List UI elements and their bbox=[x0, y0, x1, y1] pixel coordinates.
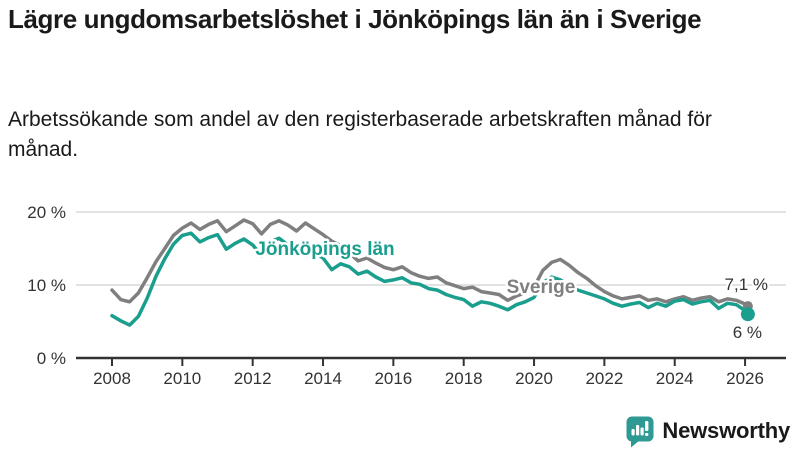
line-sverige bbox=[110, 218, 750, 308]
x-tick-label: 2024 bbox=[656, 369, 694, 388]
x-tick-label: 2016 bbox=[374, 369, 412, 388]
x-tick-label: 2026 bbox=[726, 369, 764, 388]
end-value-label-jonkopings-lan: 6 % bbox=[733, 323, 762, 342]
axes: 0 % 10 % 20 % 2008 2010 2012 2014 2016 2018 2020 2… bbox=[27, 203, 786, 388]
x-tick-label: 2012 bbox=[234, 369, 272, 388]
y-tick-label: 10 % bbox=[27, 276, 66, 295]
x-tick-label: 2014 bbox=[304, 369, 342, 388]
series-label-sverige: Sverige bbox=[507, 277, 576, 298]
chart-subtitle: Arbetssökande som andel av den registerb… bbox=[8, 108, 712, 161]
y-tick-label: 20 % bbox=[27, 203, 66, 222]
data-series bbox=[110, 218, 750, 327]
x-tick-label: 2010 bbox=[163, 369, 201, 388]
bar-chart-speech-bubble-icon bbox=[626, 416, 654, 447]
x-tick-label: 2018 bbox=[445, 369, 483, 388]
x-tick-label: 2022 bbox=[585, 369, 623, 388]
gridlines bbox=[76, 211, 786, 286]
newsworthy-logo: Newsworthy bbox=[625, 414, 790, 448]
series-end-dots bbox=[740, 301, 755, 322]
end-value-label-sverige: 7,1 % bbox=[725, 275, 768, 294]
line-jonkopings-lan bbox=[110, 231, 750, 327]
series-label-jonkopings-lan: Jönköpings län bbox=[255, 239, 394, 260]
end-dot-jonkopings-lan bbox=[740, 307, 755, 322]
y-tick-label: 0 % bbox=[37, 349, 66, 368]
x-tick-label: 2008 bbox=[93, 369, 131, 388]
x-tick-label: 2020 bbox=[515, 369, 553, 388]
page-title: Lägre ungdomsarbetslöshet i Jönköpings l… bbox=[8, 4, 702, 34]
newsworthy-logo-text: Newsworthy bbox=[662, 418, 790, 443]
